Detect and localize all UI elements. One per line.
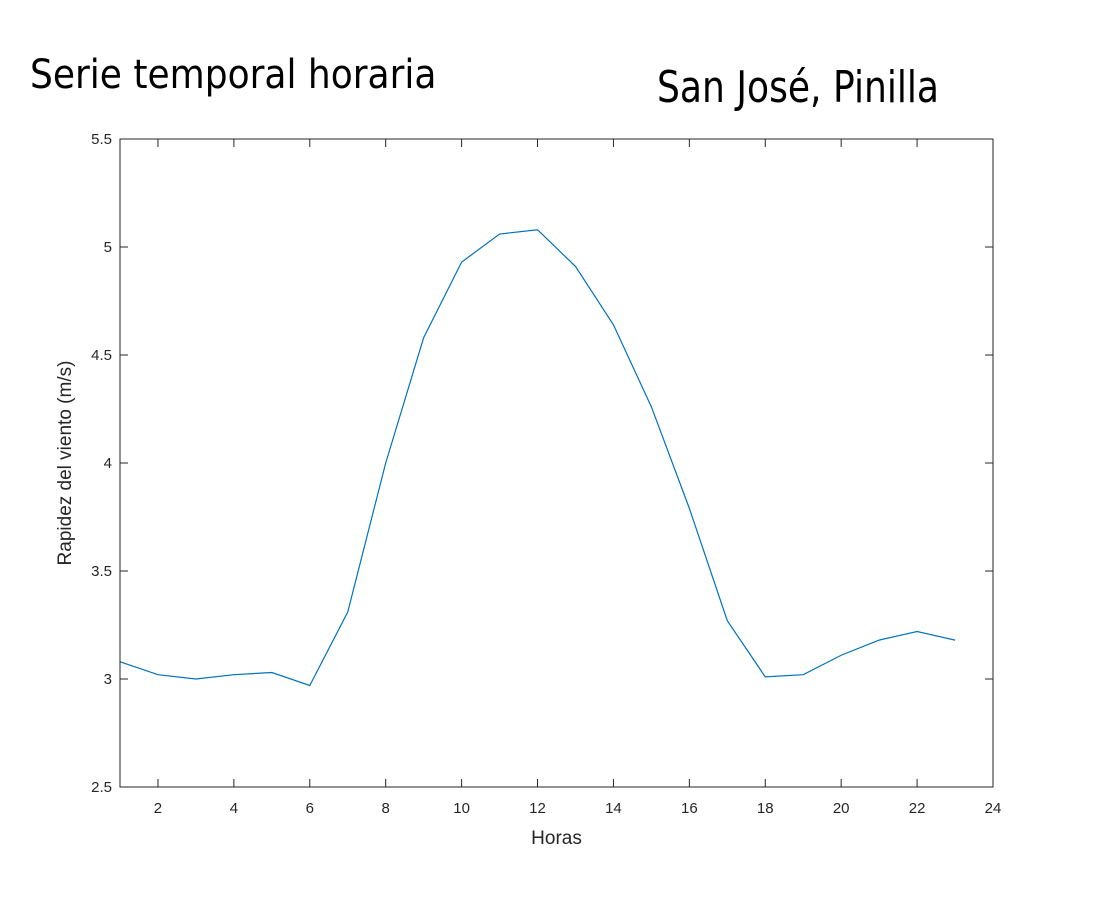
x-tick-label: 6 <box>306 800 314 817</box>
x-tick-label: 4 <box>230 800 238 817</box>
x-tick-label: 20 <box>833 800 850 817</box>
x-tick-label: 2 <box>154 800 162 817</box>
y-tick-label: 3 <box>104 671 112 688</box>
x-tick-label: 18 <box>757 800 774 817</box>
axis-ticks <box>120 138 994 788</box>
y-tick-label: 5 <box>104 239 112 256</box>
y-tick-label: 2.5 <box>91 779 112 796</box>
axes-box <box>119 138 994 788</box>
y-tick-label: 5.5 <box>91 131 112 148</box>
x-tick-label: 16 <box>681 800 698 817</box>
y-tick-label: 3.5 <box>91 563 112 580</box>
plot-area <box>120 139 993 787</box>
x-axis-label: Horas <box>531 828 582 849</box>
x-tick-label: 14 <box>605 800 622 817</box>
series-line <box>119 229 956 687</box>
x-tick-label: 24 <box>985 800 1002 817</box>
chart-title-left: Serie temporal horaria <box>30 52 437 98</box>
x-tick-label: 8 <box>382 800 390 817</box>
chart-title-right: San José, Pinilla <box>657 62 940 113</box>
x-tick-label: 10 <box>453 800 470 817</box>
x-tick-label: 12 <box>529 800 546 817</box>
y-axis-label: Rapidez del viento (m/s) <box>55 361 76 566</box>
y-tick-label: 4.5 <box>91 347 112 364</box>
x-tick-label: 22 <box>909 800 926 817</box>
y-tick-label: 4 <box>104 455 112 472</box>
axis-tick-labels: 2 4 6 8 10 12 14 16 18 20 22 242.533.544.555.5 <box>91 131 1001 817</box>
